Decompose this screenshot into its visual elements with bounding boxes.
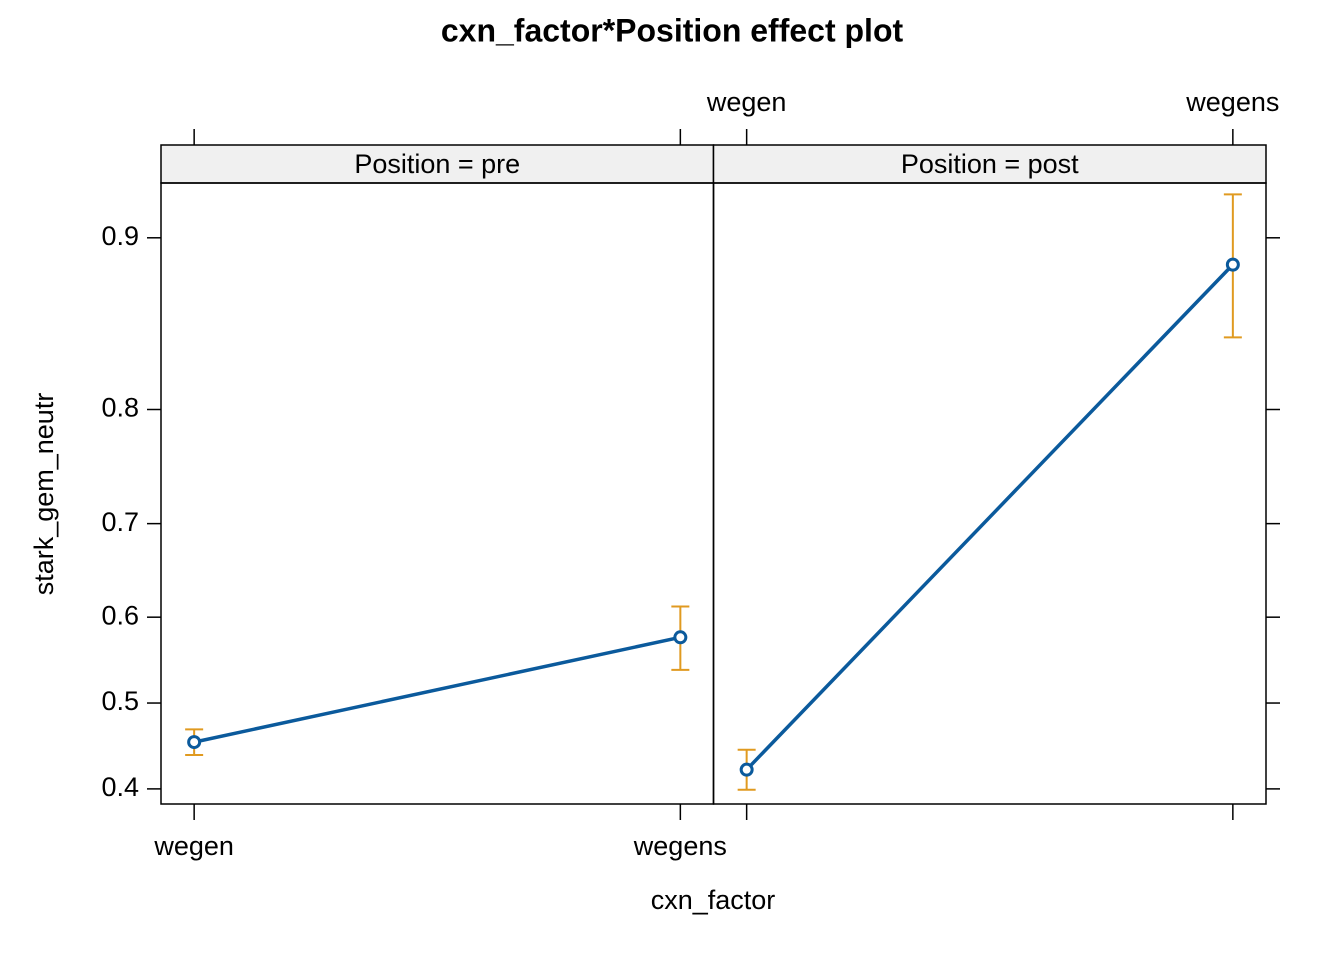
strip	[160, 144, 715, 184]
point	[739, 762, 754, 777]
strip-label: Position = pre	[354, 149, 520, 179]
y-tick-label: 0.8	[101, 393, 139, 423]
x-tick-label: wegen	[706, 87, 787, 117]
y-tick-label: 0.9	[101, 221, 139, 251]
strip-label: Position = post	[901, 149, 1079, 179]
y-axis-label: stark_gem_neutr	[29, 393, 59, 596]
x-tick-label: wegen	[153, 831, 234, 861]
line	[193, 635, 681, 744]
chart-title: cxn_factor*Position effect plot	[441, 12, 904, 48]
x-tick-label: wegens	[633, 831, 727, 861]
y-tick-label: 0.6	[101, 600, 139, 630]
panel	[160, 182, 715, 805]
point	[1225, 257, 1240, 272]
x-axis-label: cxn_factor	[651, 885, 776, 915]
x-tick-label: wegens	[1185, 87, 1279, 117]
y-tick-label: 0.4	[101, 772, 139, 802]
line	[745, 263, 1235, 771]
point	[187, 735, 202, 750]
y-tick-label: 0.7	[101, 507, 139, 537]
point	[673, 630, 688, 645]
y-tick-label: 0.5	[101, 686, 139, 716]
panel	[712, 182, 1267, 805]
